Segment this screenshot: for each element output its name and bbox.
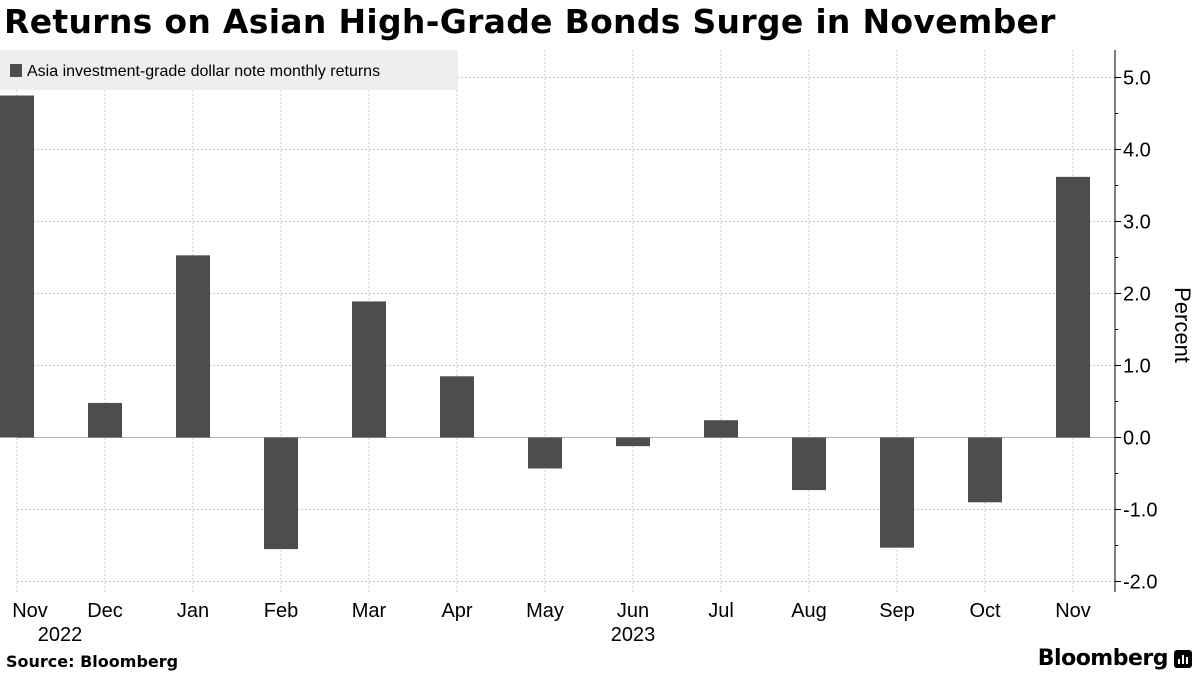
x-tick-label: May — [526, 600, 564, 622]
x-tick-label: Mar — [352, 600, 387, 622]
bar — [968, 437, 1002, 503]
bar — [264, 437, 298, 550]
bar — [792, 437, 826, 491]
x-tick-label: Nov — [1055, 600, 1091, 622]
y-tick-label: 5.0 — [1123, 68, 1151, 90]
x-year-label: 2022 — [38, 624, 83, 646]
x-tick-label: Nov — [12, 600, 48, 622]
bar — [88, 402, 122, 438]
bar — [616, 437, 650, 447]
y-tick-label: 3.0 — [1123, 212, 1151, 234]
bar — [176, 255, 210, 438]
y-tick-label: 0.0 — [1123, 428, 1151, 450]
y-tick-label: -2.0 — [1123, 572, 1157, 594]
legend-swatch — [10, 64, 22, 77]
bar — [0, 95, 34, 438]
legend-background — [0, 50, 458, 90]
bar — [352, 301, 386, 438]
bar — [1056, 176, 1090, 438]
brand-name: Bloomberg — [1037, 646, 1169, 671]
x-axis-labels: Nov Dec Jan Feb Mar Apr May Jun Jul Aug Sep Oct Nov2… — [12, 600, 1091, 646]
x-tick-label: Jun — [617, 600, 649, 622]
brand-logo: Bloomberg — [1038, 646, 1192, 671]
bar — [880, 437, 914, 548]
chart-title: Returns on Asian High-Grade Bonds Surge … — [4, 2, 1056, 41]
source-note: Source: Bloomberg — [6, 652, 179, 671]
legend-label: Asia investment-grade dollar note monthl… — [27, 63, 380, 80]
grid-lines — [16, 50, 1115, 592]
bar — [704, 420, 738, 438]
x-tick-label: Jan — [177, 600, 209, 622]
x-tick-label: Feb — [264, 600, 298, 622]
x-tick-label: Sep — [879, 600, 915, 622]
bars — [0, 95, 1090, 550]
x-year-label: 2023 — [611, 624, 656, 646]
y-tick-label: -1.0 — [1123, 500, 1157, 522]
y-tick-label: 2.0 — [1123, 284, 1151, 306]
bar — [528, 437, 562, 469]
y-axis-title: Percent — [1170, 287, 1195, 363]
bar — [440, 376, 474, 438]
x-tick-label: Jul — [708, 600, 734, 622]
y-tick-label: 4.0 — [1123, 140, 1151, 162]
bloomberg-icon — [1174, 649, 1192, 668]
y-axis: -2.0 -1.0 0.0 1.0 2.0 3.0 4.0 5.0 — [1114, 50, 1157, 594]
x-tick-label: Oct — [969, 600, 1001, 622]
x-tick-label: Apr — [441, 600, 472, 622]
y-tick-label: 1.0 — [1123, 356, 1151, 378]
x-tick-label: Dec — [87, 600, 123, 622]
legend: Asia investment-grade dollar note monthl… — [0, 50, 458, 90]
x-tick-label: Aug — [791, 600, 827, 622]
